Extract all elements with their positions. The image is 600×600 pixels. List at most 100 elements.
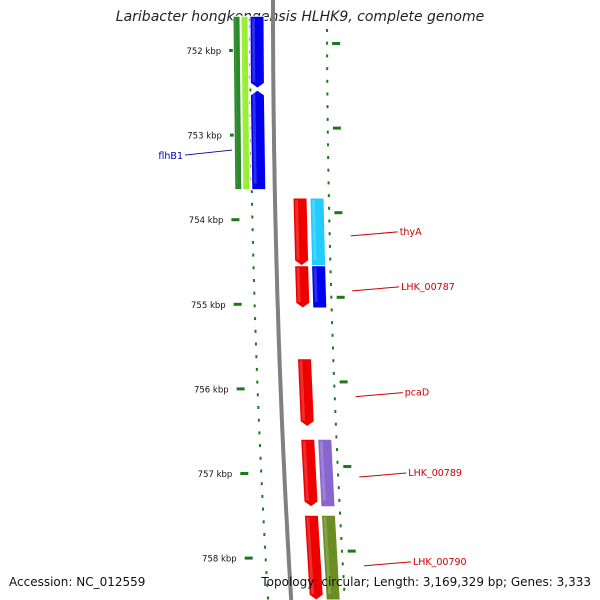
- major-tick: [240, 472, 249, 475]
- gene-flhB1-cog-box-shine: [243, 18, 246, 184]
- gene-flhB1-cog-box: [240, 15, 251, 191]
- minor-tick: [326, 117, 329, 121]
- major-tick: [343, 465, 352, 468]
- minor-tick: [330, 308, 333, 312]
- gene-LHK_00790-cog-box-shine: [323, 517, 332, 594]
- minor-tick: [339, 511, 342, 515]
- major-tick: [244, 556, 253, 560]
- minor-tick: [335, 435, 338, 439]
- gene-LHK_00789-cog-box-shine: [319, 441, 326, 501]
- tick-label: 752 kbp: [186, 47, 221, 57]
- minor-tick: [328, 232, 331, 236]
- major-tick: [339, 380, 348, 384]
- minor-tick: [328, 219, 331, 223]
- tick-label: 758 kbp: [202, 555, 237, 565]
- minor-tick: [340, 537, 343, 540]
- minor-tick: [327, 181, 330, 185]
- minor-tick: [260, 469, 263, 473]
- gene-label: LHK_00789: [408, 468, 462, 479]
- minor-tick: [332, 371, 335, 375]
- minor-tick: [330, 295, 333, 299]
- minor-tick: [265, 571, 268, 575]
- minor-tick: [326, 29, 329, 32]
- minor-tick: [258, 444, 261, 448]
- gene-LHK_00789-box-shine: [302, 441, 309, 501]
- minor-tick: [261, 494, 264, 498]
- minor-tick: [253, 304, 256, 308]
- gene-label-leader: [355, 392, 403, 398]
- minor-tick: [259, 456, 262, 460]
- gene-label-leader: [350, 231, 398, 237]
- gene-label: LHK_00790: [413, 557, 467, 568]
- minor-tick: [331, 333, 334, 337]
- tick-label: 755 kbp: [191, 301, 226, 311]
- gene-flhB1-box: [249, 15, 265, 89]
- label-layer: flhB1 thyA LHK_00787 pcaD LHK_00789 LHK_00790: [158, 149, 467, 568]
- minor-tick: [249, 88, 252, 92]
- minor-tick: [326, 41, 329, 45]
- gene-thyA-box: [292, 197, 310, 267]
- minor-tick: [326, 130, 329, 134]
- minor-tick: [260, 482, 263, 486]
- minor-tick: [337, 473, 340, 477]
- minor-tick: [262, 520, 265, 524]
- gene-flhB1-cog-box-shine: [235, 18, 238, 184]
- minor-tick: [327, 194, 330, 198]
- minor-tick: [266, 583, 269, 587]
- minor-tick: [334, 410, 337, 413]
- minor-tick: [329, 257, 332, 261]
- gene-thyA-box-shine: [295, 200, 300, 260]
- minor-tick: [335, 448, 338, 452]
- minor-tick: [263, 533, 266, 536]
- minor-tick: [264, 558, 267, 562]
- gene-layer: [232, 15, 341, 600]
- gene-flhB1-cog-box: [232, 15, 243, 191]
- minor-tick: [258, 431, 261, 435]
- minor-tick: [329, 270, 332, 274]
- minor-tick: [334, 422, 337, 426]
- tick-label: 757 kbp: [198, 470, 233, 480]
- tick-label: 756 kbp: [194, 385, 229, 395]
- gene-flhB1-box-shine: [252, 92, 257, 184]
- minor-tick: [326, 79, 329, 83]
- minor-tick: [328, 244, 331, 248]
- gene-flhB1-box-shine: [252, 18, 256, 83]
- minor-tick: [326, 143, 329, 147]
- minor-tick: [251, 240, 254, 244]
- minor-tick: [341, 562, 344, 566]
- gene-label-leader: [352, 286, 400, 292]
- gene-pcaD-box-shine: [299, 360, 306, 421]
- minor-tick: [333, 397, 336, 401]
- minor-tick: [255, 355, 258, 359]
- minor-tick: [337, 486, 340, 490]
- gene-LHK_00787-box: [294, 265, 311, 309]
- minor-tick: [250, 190, 253, 194]
- minor-tick: [331, 321, 334, 325]
- minor-tick: [262, 507, 265, 511]
- gene-thyA-cog-box-shine: [312, 200, 317, 260]
- minor-tick: [251, 228, 254, 232]
- gene-LHK_00787-cog-box: [311, 265, 328, 309]
- gene-LHK_00787-box-shine: [296, 267, 301, 302]
- major-tick: [332, 126, 341, 130]
- tick-label: 753 kbp: [187, 132, 222, 142]
- genome-info-label: Topology: circular; Length: 3,169,329 bp…: [261, 575, 591, 589]
- minor-tick: [342, 575, 345, 579]
- minor-tick: [332, 359, 335, 363]
- minor-tick: [264, 545, 267, 549]
- minor-tick: [326, 105, 329, 109]
- gene-label-leader: [184, 149, 233, 156]
- gene-label-leader: [359, 472, 407, 478]
- minor-tick: [326, 54, 329, 58]
- minor-tick: [327, 156, 330, 159]
- major-tick: [231, 218, 240, 222]
- gene-LHK_00787-cog-box-shine: [313, 267, 318, 302]
- minor-tick: [339, 524, 342, 528]
- major-tick: [332, 42, 341, 45]
- minor-tick: [252, 279, 255, 282]
- minor-tick: [326, 92, 329, 96]
- minor-tick: [326, 67, 329, 71]
- minor-tick: [327, 168, 330, 172]
- gene-label-leader: [363, 561, 411, 567]
